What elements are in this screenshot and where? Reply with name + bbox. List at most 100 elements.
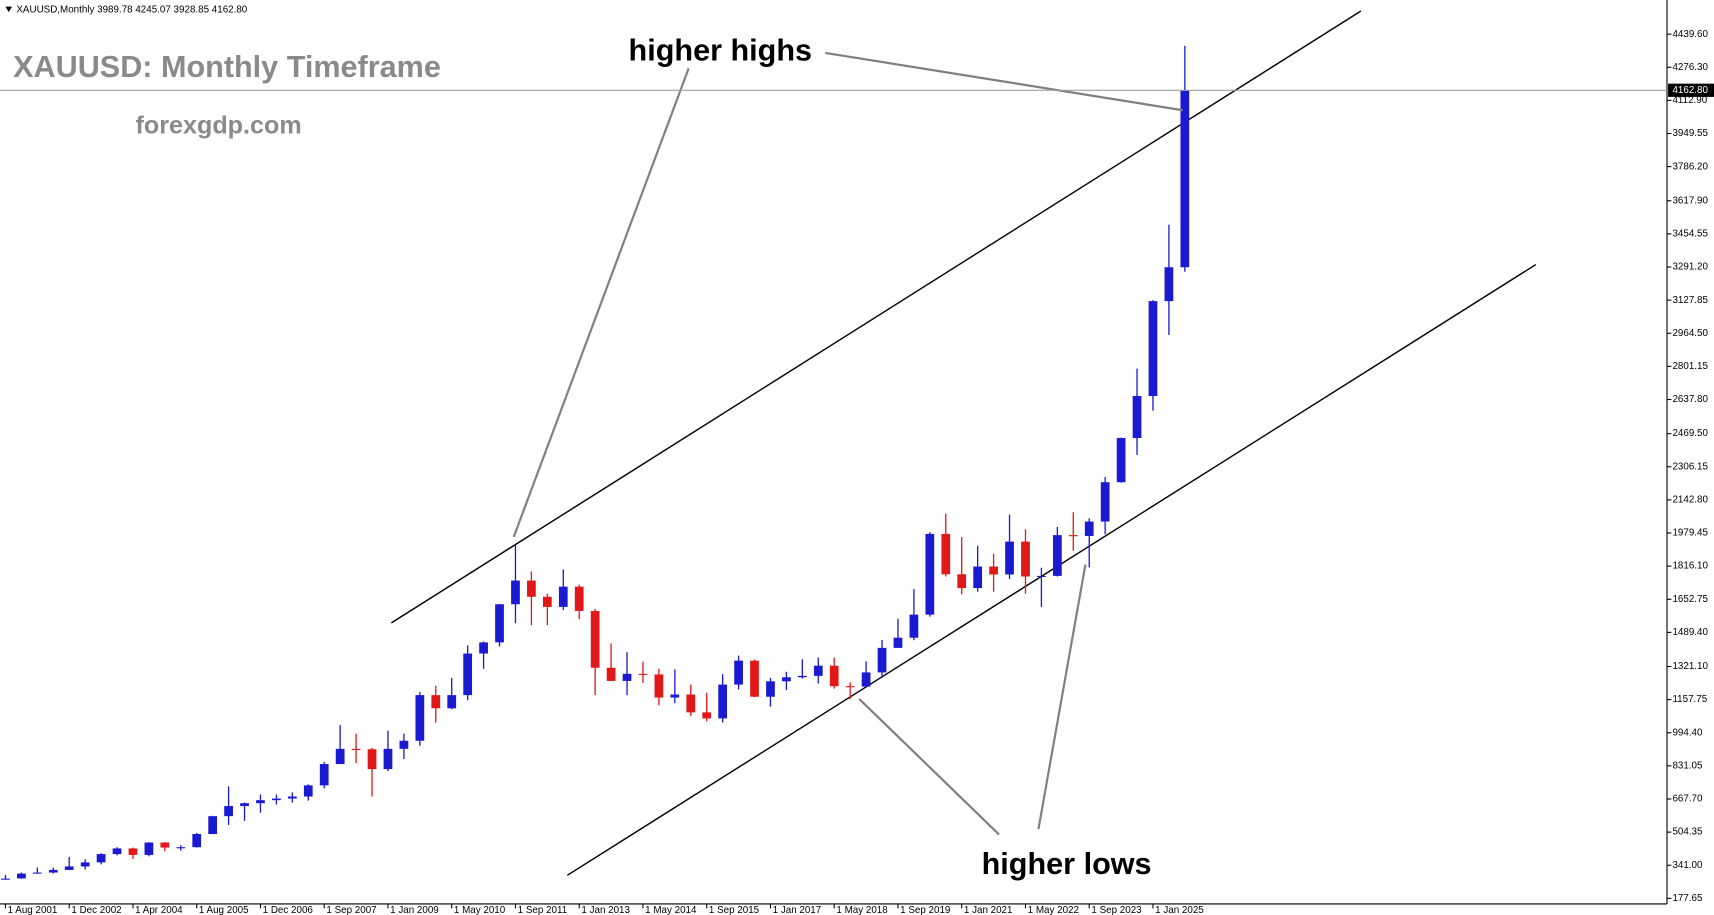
candle-body: [80, 862, 90, 867]
candle-body: [144, 842, 154, 855]
chart-title: XAUUSD: Monthly Timeframe: [13, 49, 441, 84]
candle-body: [1148, 301, 1158, 397]
candle-body: [224, 806, 233, 817]
candle-body: [941, 533, 951, 575]
x-tick-label: 1 Sep 2023: [1091, 905, 1142, 915]
candle-body: [574, 586, 584, 611]
candle-body: [1005, 541, 1014, 575]
candle-body: [128, 848, 138, 855]
candle-body: [527, 580, 536, 597]
candle-body: [1116, 437, 1126, 483]
pointer-line: [1037, 564, 1087, 830]
candle-body: [893, 637, 903, 648]
y-tick-label: 2306.15: [1672, 461, 1708, 472]
candle-body: [32, 872, 42, 874]
x-tick-label: 1 May 2014: [645, 905, 697, 915]
candle-body: [287, 796, 297, 799]
candle-body: [877, 647, 887, 673]
candle-body: [718, 684, 728, 719]
candle-body: [272, 798, 281, 801]
candle-body: [96, 854, 106, 863]
candles: [1, 45, 1190, 880]
candle-body: [160, 842, 170, 848]
current-price-label: 4162.80: [1672, 85, 1708, 96]
y-tick-label: 2964.50: [1672, 328, 1708, 339]
candle-body: [463, 653, 473, 696]
candle-body: [1100, 482, 1110, 522]
candle-body: [303, 785, 313, 797]
candle-body: [1068, 535, 1078, 537]
pointer-line: [825, 51, 1183, 112]
upper-trendline: [390, 10, 1362, 624]
candle-body: [750, 660, 759, 697]
candle-body: [176, 847, 186, 849]
candle-body: [782, 677, 791, 682]
candle-body: [654, 674, 664, 698]
pointer-line: [858, 698, 1000, 836]
y-tick-label: 3291.20: [1672, 262, 1708, 273]
candle-body: [845, 686, 855, 688]
candle-body: [702, 712, 712, 719]
menu-arrow[interactable]: [5, 6, 13, 13]
y-tick-label: 4439.60: [1672, 29, 1708, 40]
x-tick-label: 1 Apr 2004: [135, 905, 183, 915]
candle-body: [989, 566, 998, 575]
y-tick-label: 177.65: [1672, 893, 1703, 904]
y-tick-label: 1321.10: [1672, 661, 1708, 672]
x-tick-label: 1 Aug 2001: [8, 905, 58, 915]
y-tick-label: 3454.55: [1672, 228, 1708, 239]
y-tick-label: 2637.80: [1672, 394, 1708, 405]
candle-body: [670, 694, 680, 698]
candle-body: [208, 816, 218, 835]
candle-body: [1052, 535, 1062, 576]
x-tick-label: 1 Jan 2017: [773, 905, 822, 915]
candle-body: [1180, 90, 1190, 268]
candle-body: [590, 610, 600, 668]
x-tick-label: 1 May 2018: [836, 905, 888, 915]
x-tick-label: 1 Dec 2002: [71, 905, 121, 915]
candle-body: [1084, 521, 1094, 536]
y-tick-label: 831.05: [1672, 760, 1703, 771]
candle-body: [813, 665, 823, 676]
candle-body: [558, 586, 568, 607]
candle-body: [909, 614, 919, 638]
candle-body: [606, 667, 616, 681]
y-tick-label: 1979.45: [1672, 528, 1708, 539]
y-tick-label: 667.70: [1672, 794, 1703, 805]
y-tick-label: 4276.30: [1672, 62, 1708, 73]
candle-body: [256, 800, 265, 804]
candle-body: [367, 749, 377, 770]
y-tick-label: 3127.85: [1672, 295, 1708, 306]
candle-body: [192, 834, 202, 848]
y-tick-label: 504.35: [1672, 827, 1703, 838]
x-tick-label: 1 Jan 2021: [964, 905, 1013, 915]
x-tick-label: 1 Jan 2009: [390, 905, 439, 915]
candle-body: [766, 681, 775, 697]
annotation: higher highs: [629, 33, 813, 68]
candle-body: [686, 694, 696, 713]
candle-body: [351, 748, 361, 750]
y-tick-label: 341.00: [1672, 860, 1703, 871]
candle-body: [1, 878, 10, 880]
candle-body: [64, 866, 74, 870]
x-tick-label: 1 Aug 2005: [199, 905, 249, 915]
candle-body: [495, 604, 504, 643]
candle-body: [1164, 267, 1174, 302]
candle-body: [861, 672, 871, 687]
candle-body: [925, 533, 935, 615]
candle-body: [447, 695, 457, 709]
y-tick-label: 3617.90: [1672, 195, 1708, 206]
candle-body: [415, 695, 425, 741]
candle-body: [511, 580, 520, 605]
x-tick-label: 1 Jan 2025: [1155, 905, 1204, 915]
x-tick-label: 1 Sep 2011: [518, 905, 568, 915]
header-info: XAUUSD,Monthly 3989.78 4245.07 3928.85 4…: [16, 5, 247, 16]
candle-body: [734, 660, 743, 685]
candle-body: [829, 665, 839, 687]
y-tick-label: 2469.50: [1672, 428, 1708, 439]
y-tick-label: 2801.15: [1672, 361, 1708, 372]
y-tick-label: 4112.90: [1672, 95, 1707, 106]
